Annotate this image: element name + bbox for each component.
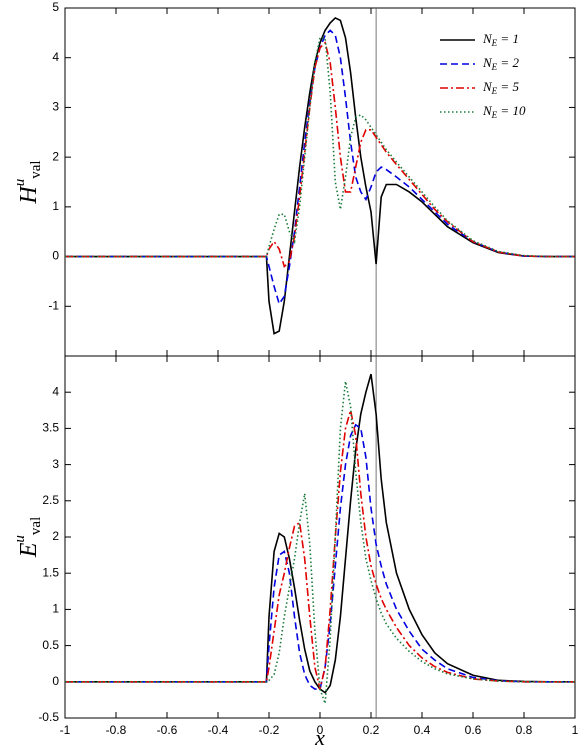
y-tick-label: 5 <box>52 0 59 14</box>
data-line <box>65 29 575 306</box>
x-tick-label: -0.6 <box>157 723 178 737</box>
x-tick-label: -0.8 <box>106 723 127 737</box>
y-tick-label: 1.5 <box>42 565 59 579</box>
data-line <box>65 423 575 690</box>
legend-label: NE = 5 <box>482 79 519 96</box>
y-tick-label: -1 <box>48 298 59 312</box>
y-tick-label: 3 <box>52 457 59 471</box>
data-line <box>65 381 575 704</box>
legend-label: NE = 10 <box>482 103 526 120</box>
legend-label: NE = 2 <box>482 55 519 72</box>
data-line <box>65 410 575 690</box>
x-tick-label: -0.2 <box>259 723 280 737</box>
x-tick-label: 0.8 <box>516 723 533 737</box>
y-tick-label: 0 <box>52 674 59 688</box>
x-tick-label: 1 <box>572 723 579 737</box>
x-tick-label: 0.4 <box>414 723 431 737</box>
legend-label: NE = 1 <box>482 31 519 48</box>
data-line <box>65 16 575 335</box>
y-tick-label: 2.5 <box>42 493 59 507</box>
x-tick-label: 0 <box>317 723 324 737</box>
y-axis-label: Euval <box>12 517 44 559</box>
y-tick-label: 4 <box>52 384 59 398</box>
plot-frame <box>64 355 576 719</box>
x-axis-label: x <box>314 725 325 750</box>
x-tick-label: 0.2 <box>363 723 380 737</box>
y-tick-label: -0.5 <box>38 710 59 724</box>
data-line <box>65 373 575 694</box>
y-tick-label: 3 <box>52 100 59 114</box>
x-tick-label: -1 <box>60 723 71 737</box>
y-tick-label: 2 <box>52 529 59 543</box>
y-tick-label: 3.5 <box>42 421 59 435</box>
y-tick-label: 1 <box>52 199 59 213</box>
y-tick-label: 1 <box>52 602 59 616</box>
y-axis-label: Huval <box>12 160 44 204</box>
data-line <box>65 37 575 258</box>
y-tick-label: 0 <box>52 249 59 263</box>
x-tick-label: 0.6 <box>465 723 482 737</box>
y-tick-label: 2 <box>52 149 59 163</box>
y-tick-label: 4 <box>52 50 59 64</box>
y-tick-label: 0.5 <box>42 638 59 652</box>
x-tick-label: -0.4 <box>208 723 229 737</box>
data-line <box>65 41 575 269</box>
